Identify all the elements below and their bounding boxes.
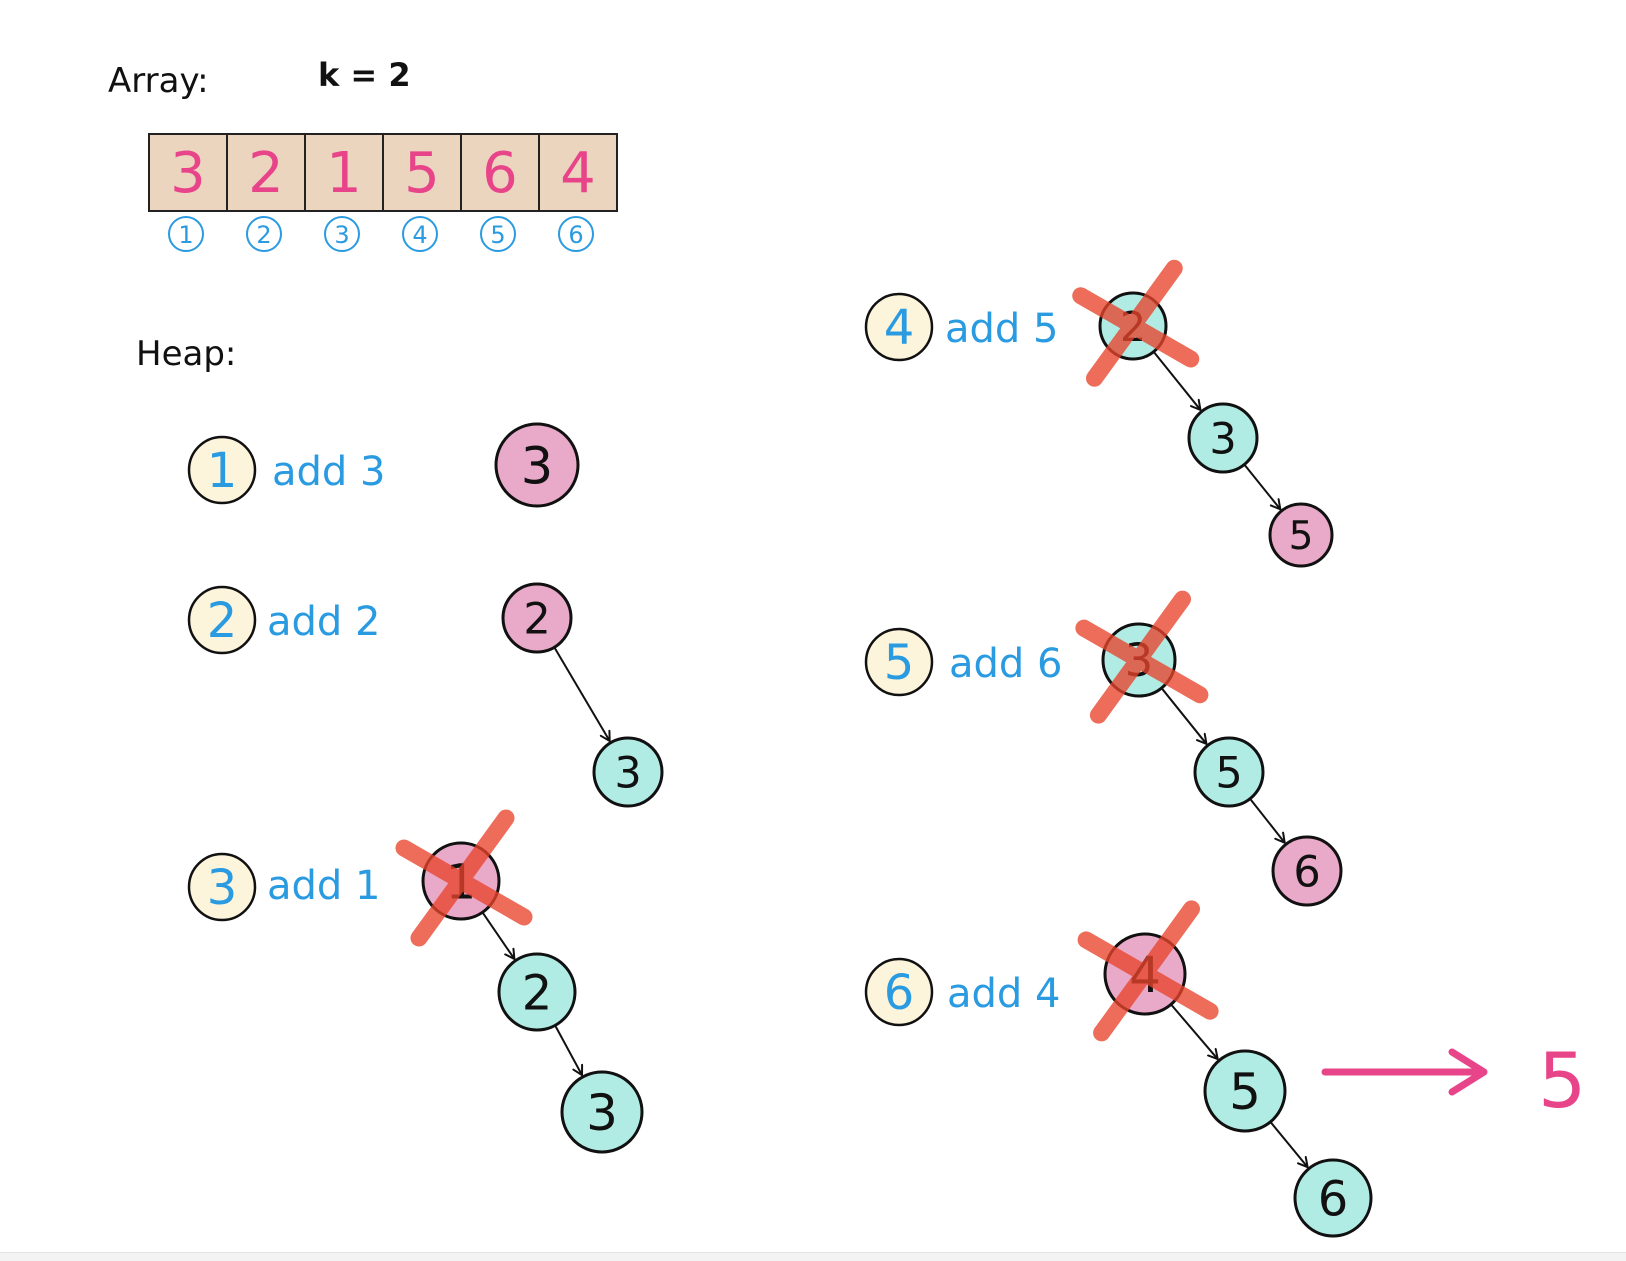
array-index: 5: [480, 216, 516, 252]
node-value: 5: [1229, 1063, 1261, 1121]
node-value: 5: [1289, 514, 1314, 559]
array-index-label: 6: [568, 221, 583, 249]
removed-cross: [395, 809, 533, 947]
heap-node: 3: [1187, 402, 1259, 474]
array-cell: 4: [538, 133, 618, 212]
array-value: 6: [482, 141, 518, 206]
step-badge: 1: [187, 435, 257, 505]
array-cell: 3: [148, 133, 228, 212]
step-badge: 2: [187, 585, 257, 655]
heap-node: 2: [501, 582, 573, 654]
array-index: 3: [324, 216, 360, 252]
array-value: 5: [404, 141, 440, 206]
heap-node: 5: [1193, 736, 1265, 808]
step-action: add 4: [947, 971, 1060, 1017]
node-value: 3: [1209, 414, 1236, 464]
removed-cross: [1077, 900, 1219, 1042]
node-value: 6: [1318, 1171, 1349, 1227]
step-action: add 6: [949, 641, 1062, 687]
heap-edge: [1249, 798, 1285, 843]
removed-cross: [1072, 259, 1200, 387]
step-badge: 4: [864, 292, 934, 362]
array-index: 1: [168, 216, 204, 252]
node-value: 2: [522, 965, 553, 1021]
heap-node: 4: [1077, 900, 1219, 1042]
heap-node: 5: [1268, 502, 1334, 568]
step-number: 2: [207, 593, 238, 649]
heap-node: 2: [497, 952, 577, 1032]
step-number: 6: [884, 965, 915, 1021]
heap-edge: [553, 646, 609, 741]
array-index-label: 1: [178, 221, 193, 249]
step-number: 1: [207, 443, 238, 499]
heap-step: 6 add 4 45 6: [864, 900, 1373, 1238]
heap-node: 3: [494, 422, 580, 508]
heap-edge: [1269, 1121, 1307, 1167]
array-index: 6: [558, 216, 594, 252]
array-title: Array:: [108, 61, 209, 101]
heap-title: Heap:: [136, 334, 236, 374]
array-cell: 1: [304, 133, 384, 212]
result-arrow: [1321, 1048, 1488, 1096]
array-cell: 5: [382, 133, 462, 212]
array-value: 1: [326, 141, 362, 206]
node-value: 6: [1293, 847, 1320, 897]
array-cell: 6: [460, 133, 540, 212]
heap-node: 1: [395, 809, 533, 947]
heap-node: 3: [1075, 590, 1209, 724]
heap-node: 2: [1072, 259, 1200, 387]
step-action: add 1: [267, 863, 380, 909]
bottom-bar: [0, 1252, 1626, 1261]
node-value: 3: [614, 748, 641, 798]
step-badge: 5: [864, 627, 934, 697]
step-badge: 3: [187, 852, 257, 922]
step-action: add 5: [945, 306, 1058, 352]
heap-edge: [554, 1024, 582, 1075]
array-index-label: 4: [412, 221, 427, 249]
step-badge: 6: [864, 957, 934, 1027]
heap-edge: [1170, 1003, 1218, 1059]
step-number: 3: [207, 860, 238, 916]
array-index-label: 3: [334, 221, 349, 249]
heap-node: 3: [592, 736, 664, 808]
array-index: 4: [402, 216, 438, 252]
step-number: 4: [884, 300, 915, 356]
heap-step: 4 add 5 23 5: [864, 259, 1334, 568]
array-value: 2: [248, 141, 284, 206]
removed-cross: [1075, 590, 1209, 724]
heap-step: 3 add 1 1 2 3: [187, 809, 644, 1154]
heap-step: 1 add 3 3: [187, 422, 580, 508]
array-value: 3: [170, 141, 206, 206]
step-number: 5: [884, 635, 915, 691]
node-value: 5: [1215, 748, 1242, 798]
heap-node: 6: [1271, 835, 1343, 907]
array-value: 4: [560, 141, 596, 206]
heap-edge: [1152, 351, 1201, 410]
result-value: 5: [1538, 1036, 1586, 1125]
heap-node: 6: [1293, 1158, 1373, 1238]
k-label: k = 2: [318, 56, 411, 94]
step-action: add 3: [272, 449, 385, 495]
array-index-label: 2: [256, 221, 271, 249]
heap-edge: [1243, 463, 1280, 509]
heap-edge: [481, 911, 514, 959]
heap-step: 2 add 2 2 3: [187, 582, 664, 808]
node-value: 3: [586, 1084, 618, 1142]
array-index: 2: [246, 216, 282, 252]
heap-edge: [1160, 687, 1207, 744]
array-index-label: 5: [490, 221, 505, 249]
step-action: add 2: [267, 599, 380, 645]
node-value: 3: [521, 437, 553, 496]
heap-node: 3: [560, 1070, 644, 1154]
node-value: 2: [523, 594, 550, 644]
array-cell: 2: [226, 133, 306, 212]
heap-node: 5: [1203, 1049, 1287, 1133]
